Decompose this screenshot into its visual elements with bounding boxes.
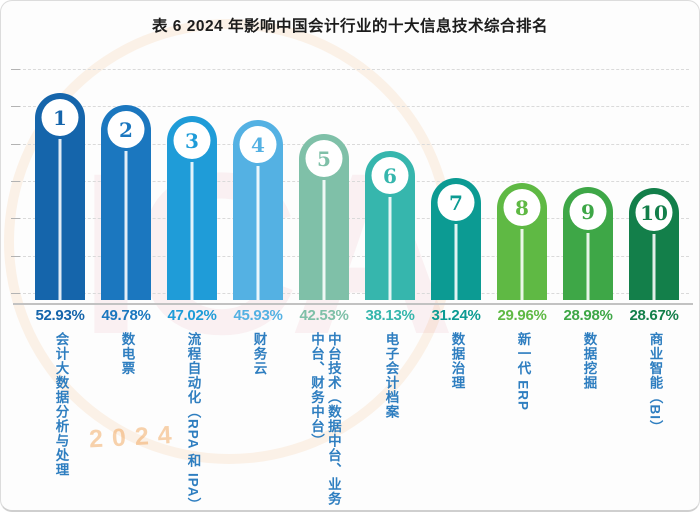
value-label: 38.13% [365, 307, 415, 324]
bar-shape: 8 [497, 183, 547, 300]
bar-column: 5 42.53% 中台技术（数据中台、业务中台、财务中台） [291, 1, 357, 510]
axis-tick [11, 218, 20, 219]
category-label: 商业智能（BI） [647, 332, 663, 435]
axis-tick [11, 106, 20, 107]
bar-shape: 5 [299, 134, 349, 300]
bar-column: 9 28.98% 数据挖掘 [555, 1, 621, 510]
bar-shape: 3 [167, 116, 217, 300]
value-label: 52.93% [35, 307, 85, 324]
axis-tick [11, 144, 20, 145]
bar-column: 7 31.24% 数据治理 [423, 1, 489, 510]
axis-tick [11, 69, 20, 70]
x-axis-baseline [13, 303, 693, 305]
value-label: 29.96% [497, 307, 547, 324]
rank-badge: 4 [239, 126, 277, 163]
category-label: 数据治理 [449, 332, 465, 390]
category-label: 电子会计档案 [383, 332, 399, 419]
value-label: 45.93% [233, 307, 283, 324]
bar-column: 1 52.93% 会计大数据分析与处理 [27, 1, 93, 510]
rank-badge: 5 [305, 140, 343, 177]
category-label: 会计大数据分析与处理 [53, 332, 69, 477]
axis-tick [11, 181, 20, 182]
axis-tick [11, 256, 20, 257]
value-label: 49.78% [101, 307, 151, 324]
rank-badge: 7 [437, 184, 475, 221]
bar-column: 10 28.67% 商业智能（BI） [621, 1, 687, 510]
bar-column: 6 38.13% 电子会计档案 [357, 1, 423, 510]
bar-column: 2 49.78% 数电票 [93, 1, 159, 510]
axis-tick [11, 293, 20, 294]
bar-center-line [58, 139, 62, 300]
bar-center-line [586, 233, 590, 300]
category-label: 流程自动化（RPA 和 IPA） [185, 332, 201, 512]
bar-shape: 1 [35, 93, 85, 300]
rank-badge: 9 [569, 193, 607, 230]
bar-center-line [124, 151, 128, 300]
gridline [11, 256, 689, 257]
bar-column: 4 45.93% 财务云 [225, 1, 291, 510]
bar-shape: 7 [431, 178, 481, 300]
bar-center-line [520, 229, 524, 300]
bar-shape: 4 [233, 120, 283, 300]
rank-badge: 1 [41, 99, 79, 136]
gridline [11, 293, 689, 294]
value-label: 28.98% [563, 307, 613, 324]
bar-shape: 9 [563, 187, 613, 300]
bar-center-line [454, 224, 458, 300]
rank-badge: 3 [173, 122, 211, 159]
bar-column: 8 29.96% 新一代 ERP [489, 1, 555, 510]
bar-center-line [388, 197, 392, 300]
value-label: 42.53% [299, 307, 349, 324]
bar-shape: 10 [629, 188, 679, 300]
gridline [11, 218, 689, 219]
value-label: 28.67% [629, 307, 679, 324]
bar-shape: 2 [101, 105, 151, 300]
bar-center-line [256, 166, 260, 300]
gridline [11, 181, 689, 182]
rank-badge: 2 [107, 111, 145, 148]
rank-badge: 8 [503, 189, 541, 226]
gridline [11, 106, 689, 107]
category-label: 中台技术（数据中台、业务中台、财务中台） [309, 332, 341, 506]
bar-shape: 6 [365, 151, 415, 300]
chart-title: 表 6 2024 年影响中国会计行业的十大信息技术综合排名 [151, 18, 549, 35]
gridline [11, 144, 689, 145]
value-label: 47.02% [167, 307, 217, 324]
bar-center-line [652, 234, 656, 300]
bar-center-line [322, 180, 326, 300]
category-label: 财务云 [251, 332, 267, 376]
category-label: 新一代 ERP [515, 332, 531, 412]
bar-center-line [190, 162, 194, 300]
rank-badge: 6 [371, 157, 409, 194]
bar-column: 3 47.02% 流程自动化（RPA 和 IPA） [159, 1, 225, 510]
value-label: 31.24% [431, 307, 481, 324]
gridline [11, 69, 689, 70]
rank-badge: 10 [635, 194, 673, 231]
category-label: 数电票 [119, 332, 135, 376]
category-label: 数据挖掘 [581, 332, 597, 390]
